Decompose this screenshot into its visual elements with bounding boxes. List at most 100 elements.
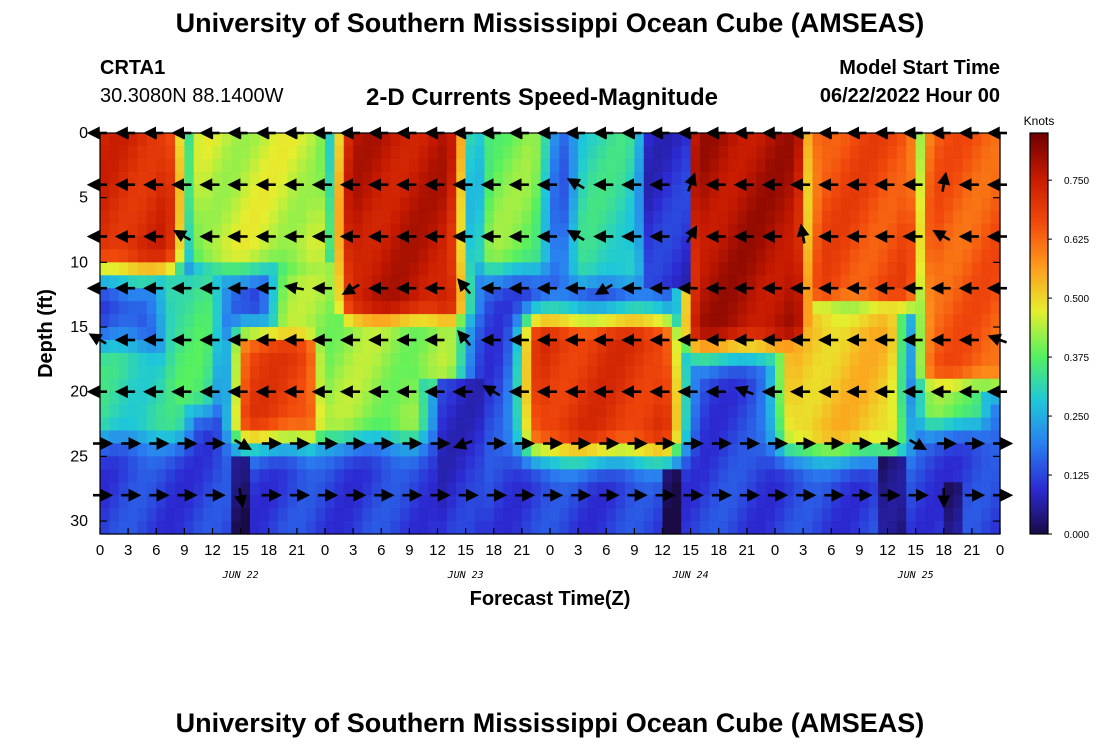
heatmap-cell: [334, 327, 345, 341]
heatmap-cell: [400, 275, 410, 289]
heatmap-cell: [981, 223, 992, 238]
heatmap-cell: [550, 339, 560, 354]
heatmap-cell: [193, 391, 204, 406]
heatmap-cell: [784, 469, 795, 483]
heatmap-cell: [868, 352, 879, 367]
heatmap-cell: [259, 339, 270, 354]
heatmap-cell: [278, 301, 289, 315]
heatmap-cell: [475, 378, 485, 393]
heatmap-cell: [343, 508, 354, 522]
heatmap-cell: [118, 133, 129, 147]
heatmap-cell: [381, 391, 392, 406]
heatmap-cell: [887, 262, 898, 276]
heatmap-cell: [784, 456, 795, 470]
heatmap-cell: [793, 443, 804, 457]
heatmap-cell: [109, 378, 120, 393]
heatmap-cell: [259, 417, 270, 432]
heatmap-cell: [156, 378, 167, 393]
heatmap-cell: [981, 443, 992, 457]
heatmap-cell: [775, 262, 785, 276]
heatmap-cell: [859, 197, 870, 212]
heatmap-cell: [475, 288, 485, 302]
heatmap-cell: [653, 339, 664, 354]
heatmap-cell: [803, 417, 814, 432]
heatmap-cell: [746, 262, 757, 276]
heatmap-cell: [315, 288, 326, 302]
heatmap-cell: [418, 430, 429, 445]
heatmap-cell: [906, 301, 917, 315]
heatmap-cell: [118, 352, 129, 367]
heatmap-cell: [137, 327, 148, 341]
heatmap-cell: [850, 417, 860, 432]
heatmap-cell: [793, 197, 804, 212]
heatmap-cell: [428, 236, 439, 251]
heatmap-cell: [484, 197, 495, 212]
heatmap-cell: [662, 249, 673, 263]
heatmap-cell: [409, 443, 420, 457]
heatmap-cell: [718, 262, 729, 276]
heatmap-cell: [962, 521, 973, 535]
heatmap-cell: [362, 443, 373, 457]
heatmap-cell: [737, 508, 748, 522]
heatmap-cell: [615, 521, 626, 535]
heatmap-cell: [821, 171, 832, 186]
heatmap-cell: [793, 469, 804, 483]
heatmap-cell: [981, 495, 992, 509]
heatmap-cell: [343, 469, 354, 483]
heatmap-cell: [156, 236, 167, 251]
heatmap-cell: [531, 469, 542, 483]
heatmap-cell: [193, 158, 204, 173]
heatmap-cell: [409, 301, 420, 315]
heatmap-cell: [643, 365, 654, 380]
heatmap-cell: [437, 495, 448, 509]
heatmap-cell: [728, 482, 739, 496]
heatmap-cell: [765, 301, 776, 315]
heatmap-cell: [240, 275, 251, 289]
heatmap-cell: [418, 456, 429, 470]
heatmap-cell: [521, 378, 532, 393]
heatmap-cell: [475, 456, 485, 470]
heatmap-cell: [775, 352, 785, 367]
heatmap-cell: [606, 223, 617, 238]
heatmap-cell: [718, 391, 729, 406]
heatmap-cell: [175, 249, 185, 263]
heatmap-cell: [690, 378, 701, 393]
heatmap-cell: [550, 133, 560, 147]
heatmap-cell: [559, 210, 570, 225]
heatmap-cell: [925, 171, 935, 186]
heatmap-cell: [259, 365, 270, 380]
heatmap-cell: [559, 288, 570, 302]
heatmap-cell: [437, 145, 448, 160]
heatmap-cell: [109, 249, 120, 263]
heatmap-cell: [278, 391, 289, 406]
heatmap-cell: [559, 508, 570, 522]
heatmap-cell: [287, 184, 298, 199]
heatmap-cell: [737, 262, 748, 276]
heatmap-cell: [334, 145, 345, 160]
heatmap-cell: [831, 236, 842, 251]
heatmap-cell: [503, 171, 514, 186]
heatmap-cell: [343, 184, 354, 199]
heatmap-cell: [578, 352, 589, 367]
heatmap-cell: [175, 301, 185, 315]
heatmap-cell: [587, 521, 598, 535]
heatmap-cell: [175, 495, 185, 509]
heatmap-cell: [212, 275, 223, 289]
heatmap-cell: [240, 469, 251, 483]
heatmap-cell: [146, 249, 157, 263]
heatmap-cell: [240, 158, 251, 173]
heatmap-cell: [971, 171, 982, 186]
heatmap-cell: [859, 456, 870, 470]
heatmap-cell: [606, 288, 617, 302]
heatmap-cell: [896, 391, 907, 406]
heatmap-cell: [531, 352, 542, 367]
heatmap-cell: [887, 495, 898, 509]
heatmap-cell: [784, 171, 795, 186]
heatmap-cell: [737, 197, 748, 212]
x-tick-label: 21: [289, 542, 306, 559]
heatmap-cell: [981, 404, 992, 419]
heatmap-cell: [859, 327, 870, 341]
heatmap-cell: [878, 197, 889, 212]
heatmap-cell: [409, 508, 420, 522]
heatmap-cell: [371, 133, 382, 147]
